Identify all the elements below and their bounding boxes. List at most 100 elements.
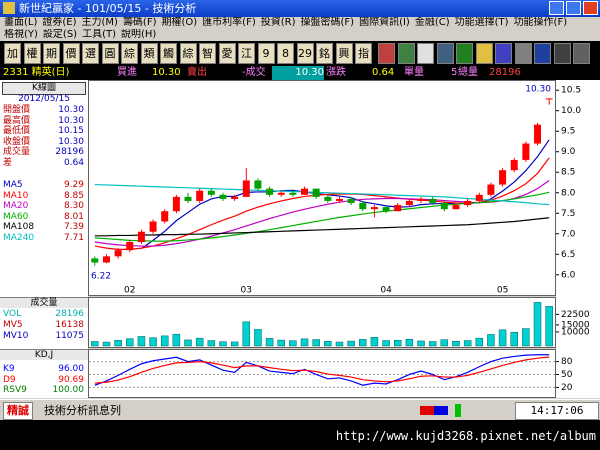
- close-button[interactable]: [583, 1, 598, 15]
- candle-body: [266, 188, 274, 195]
- toolbar-button[interactable]: 綜: [179, 43, 197, 64]
- volume-bar: [522, 328, 530, 347]
- volume-bar: [370, 337, 379, 347]
- menu-item[interactable]: 匯市利率(F): [202, 17, 256, 28]
- x-tick-label: 05: [497, 286, 508, 296]
- volume-bar: [428, 341, 437, 347]
- title-bar: 新世紀贏家 - 101/05/15 - 技術分析: [0, 0, 600, 17]
- toolbar-icon[interactable]: [534, 43, 551, 64]
- toolbar-icon[interactable]: [514, 43, 532, 64]
- toolbar-button[interactable]: 加: [4, 43, 21, 64]
- toolbar-button[interactable]: 類: [140, 43, 158, 64]
- volume-bar: [440, 339, 449, 347]
- quote-line: 2331 精英(日) 買進 10.30 賣出 -成交 10.30 漲跌 0.64…: [0, 66, 600, 80]
- volume-bar: [300, 338, 309, 347]
- y-tick-label: 7.0: [561, 229, 576, 239]
- menu-item[interactable]: 主力(M): [81, 17, 118, 28]
- menu-item[interactable]: 功能選擇(T): [454, 17, 509, 28]
- candle-body: [394, 205, 402, 212]
- toolbar-button[interactable]: 權: [23, 43, 41, 64]
- toolbar-icon[interactable]: [475, 43, 493, 64]
- panel-value: 16138: [55, 320, 84, 330]
- candle-body: [429, 198, 437, 204]
- menu-item[interactable]: 畫面(L): [4, 17, 38, 28]
- toolbar-button[interactable]: 江: [238, 43, 255, 64]
- volume-bar: [195, 337, 204, 347]
- toolbar-icon[interactable]: [456, 43, 473, 64]
- bid-label: 買進: [117, 67, 137, 78]
- toolbar-icon[interactable]: [378, 43, 395, 64]
- menu-item[interactable]: 投資(R): [260, 17, 296, 28]
- candle-body: [242, 180, 250, 197]
- toolbar-button[interactable]: 指: [355, 43, 372, 64]
- volume-bar: [393, 339, 402, 347]
- y-tick-label: 9.5: [561, 127, 575, 137]
- toolbar-button[interactable]: 選: [82, 43, 99, 64]
- toolbar-icon[interactable]: [495, 43, 512, 64]
- panel-label: 差: [3, 157, 13, 168]
- toolbar-button[interactable]: 興: [335, 43, 353, 64]
- menu-item[interactable]: 期權(O): [161, 17, 198, 28]
- candle-body: [534, 124, 542, 144]
- volume-bar: [475, 337, 484, 347]
- volume-bar: [126, 338, 134, 347]
- volume-bar: [417, 340, 425, 347]
- volume-bar: [452, 340, 460, 347]
- panel-title: K線圖: [2, 82, 86, 95]
- panel-label: MA240: [3, 232, 35, 243]
- menu-item[interactable]: 證券(E): [42, 17, 77, 28]
- menu-item[interactable]: 格視(Y): [4, 29, 38, 40]
- toolbar-button[interactable]: 期: [43, 43, 60, 64]
- menu-item[interactable]: 金融(C): [414, 17, 450, 28]
- toolbar-button[interactable]: 9: [257, 43, 275, 64]
- toolbar-button[interactable]: 29: [296, 43, 314, 64]
- panel-value: 8.85: [63, 190, 84, 201]
- candle-body: [510, 159, 518, 171]
- toolbar-button[interactable]: 銘: [316, 43, 333, 64]
- volume-bar: [533, 302, 542, 347]
- menu-item[interactable]: 工具(T): [82, 29, 116, 40]
- volume-bar: [184, 339, 192, 347]
- toolbar-icon[interactable]: [417, 43, 434, 64]
- panel-label: 開盤價: [3, 105, 31, 115]
- menu-item[interactable]: 功能操作(F): [513, 17, 568, 28]
- menu-item[interactable]: 說明(H): [121, 29, 157, 40]
- candle-body: [289, 192, 297, 195]
- toolbar-icon[interactable]: [573, 43, 590, 64]
- menu-item[interactable]: 籌碼(F): [122, 17, 157, 28]
- toolbar-button[interactable]: 綜: [121, 43, 138, 64]
- toolbar-icon[interactable]: [436, 43, 454, 64]
- panel-label: MV10: [3, 331, 29, 341]
- candle-body: [114, 250, 122, 257]
- volume-bar: [463, 340, 472, 347]
- chart: 10.5 10.0 9.5 9.0 8.5 8.0 7.5 7.0 6.5 6.0 02 03 04 05…: [88, 80, 600, 398]
- menu-item[interactable]: 國際資訊(I): [359, 17, 410, 28]
- y-tick-label: 20: [561, 383, 573, 393]
- toolbar-icon[interactable]: [553, 43, 571, 64]
- panel-value: 96.00: [58, 364, 84, 374]
- candle-body: [464, 200, 472, 206]
- candle-body: [91, 258, 99, 263]
- toolbar-button[interactable]: 圓: [101, 43, 119, 64]
- panel-date: 2012/05/15: [18, 94, 70, 104]
- menu-item[interactable]: 操盤密碼(F): [300, 17, 355, 28]
- volume-bar: [312, 339, 320, 347]
- toolbar-button[interactable]: 智: [199, 43, 216, 64]
- volume-bar: [382, 340, 390, 347]
- volume-bar: [405, 339, 414, 347]
- toolbar-icon[interactable]: [397, 43, 415, 64]
- toolbar-button[interactable]: 愛: [218, 43, 236, 64]
- maximize-button[interactable]: [566, 1, 581, 15]
- toolbar-button[interactable]: 8: [277, 43, 294, 64]
- minimize-button[interactable]: [549, 1, 564, 15]
- candle-body: [301, 188, 309, 195]
- menu-item[interactable]: 設定(S): [42, 29, 78, 40]
- toolbar-button[interactable]: 觸: [160, 43, 177, 64]
- panel-label: MA20: [3, 201, 29, 211]
- candle-body: [405, 200, 413, 206]
- x-tick-label: 04: [380, 286, 392, 296]
- volume-bar: [498, 329, 507, 347]
- toolbar-button[interactable]: 價: [62, 43, 80, 64]
- candle-body: [137, 231, 145, 242]
- candle-body: [277, 192, 285, 195]
